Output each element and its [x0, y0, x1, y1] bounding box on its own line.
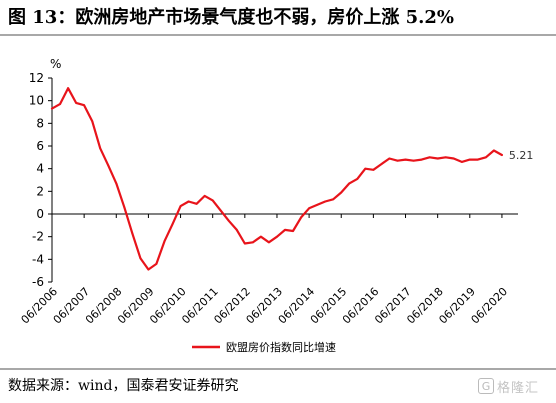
bottom-divider: [0, 368, 556, 370]
data-point: [115, 182, 118, 185]
data-point: [276, 235, 278, 238]
data-point: [219, 209, 222, 212]
chart-legend: 欧盟房价指数同比增速: [192, 340, 336, 354]
data-point: [468, 158, 471, 161]
series-group: [50, 87, 503, 271]
data-point: [155, 263, 158, 265]
data-point: [83, 104, 85, 107]
data-point: [131, 232, 134, 235]
series-line: [50, 87, 503, 271]
legend-label: 欧盟房价指数同比增速: [226, 340, 336, 354]
data-point: [107, 164, 110, 167]
data-point: [292, 230, 294, 232]
y-tick-label: -2: [32, 230, 44, 244]
watermark: G 格隆汇: [478, 375, 552, 397]
y-axis: -6 -4 -2 0 2 4 6 8 10 12: [29, 71, 53, 289]
y-tick-label: -6: [32, 275, 44, 289]
data-point: [268, 241, 270, 244]
data-point: [171, 223, 174, 226]
data-point: [243, 242, 246, 245]
data-point: [260, 235, 262, 238]
data-point: [436, 157, 439, 160]
data-point: [252, 241, 254, 244]
data-point: [332, 198, 335, 201]
data-point: [420, 158, 423, 161]
data-point: [348, 182, 351, 185]
watermark-text: 格隆汇: [497, 380, 540, 396]
x-axis: 06/200606/200706/200806/200906/201006/20…: [19, 213, 518, 326]
data-point: [51, 107, 53, 110]
data-point: [139, 257, 142, 260]
data-point: [396, 159, 399, 162]
data-point: [364, 167, 367, 170]
top-divider: [0, 34, 556, 36]
y-tick-label: 2: [36, 184, 44, 198]
data-point: [187, 200, 190, 203]
data-point: [380, 163, 383, 165]
data-point: [452, 157, 455, 160]
data-point: [91, 120, 94, 122]
y-tick-label: 10: [29, 94, 44, 108]
data-point: [501, 154, 503, 156]
data-point: [340, 191, 343, 194]
data-point: [163, 240, 166, 243]
figure-title: 图 13：欧洲房地产市场景气度也不弱，房价上涨 5.2%: [8, 7, 454, 28]
y-tick-label: 4: [36, 162, 44, 176]
data-point: [324, 200, 327, 203]
data-point: [195, 202, 198, 205]
data-point: [235, 229, 238, 231]
data-point: [412, 159, 415, 162]
data-point: [356, 178, 359, 180]
data-point: [227, 219, 230, 222]
data-point: [485, 156, 487, 159]
data-point: [493, 149, 495, 152]
data-point: [372, 168, 375, 171]
y-tick-label: 0: [36, 207, 44, 221]
end-value-label: 5.21: [509, 149, 534, 162]
data-point: [67, 87, 69, 90]
data-point: [284, 229, 286, 231]
data-point: [99, 147, 102, 150]
data-point: [147, 268, 150, 271]
data-point: [300, 216, 302, 219]
line-chart: % -6 -4 -2 0 2 4 6 8 10 12 06/200606/200706/20080…: [19, 57, 534, 354]
data-point: [476, 158, 479, 161]
source-note: 数据来源：wind，国泰君安证券研究: [8, 378, 239, 394]
y-tick-label: 6: [36, 139, 44, 153]
y-tick-label: 8: [36, 116, 44, 130]
data-point: [388, 157, 391, 160]
data-point: [460, 161, 463, 163]
data-point: [123, 206, 126, 209]
data-point: [308, 207, 310, 210]
data-point: [211, 199, 214, 202]
data-point: [75, 102, 77, 104]
y-tick-label: -4: [32, 252, 44, 266]
data-point: [179, 205, 182, 208]
g-logo-icon: G: [478, 378, 494, 394]
y-axis-unit-label: %: [50, 57, 61, 71]
data-point: [404, 158, 407, 161]
data-point: [316, 204, 318, 206]
data-point: [59, 103, 61, 105]
data-point: [428, 156, 431, 159]
y-tick-label: 12: [29, 71, 44, 85]
data-point: [203, 195, 206, 197]
data-point: [444, 156, 447, 159]
